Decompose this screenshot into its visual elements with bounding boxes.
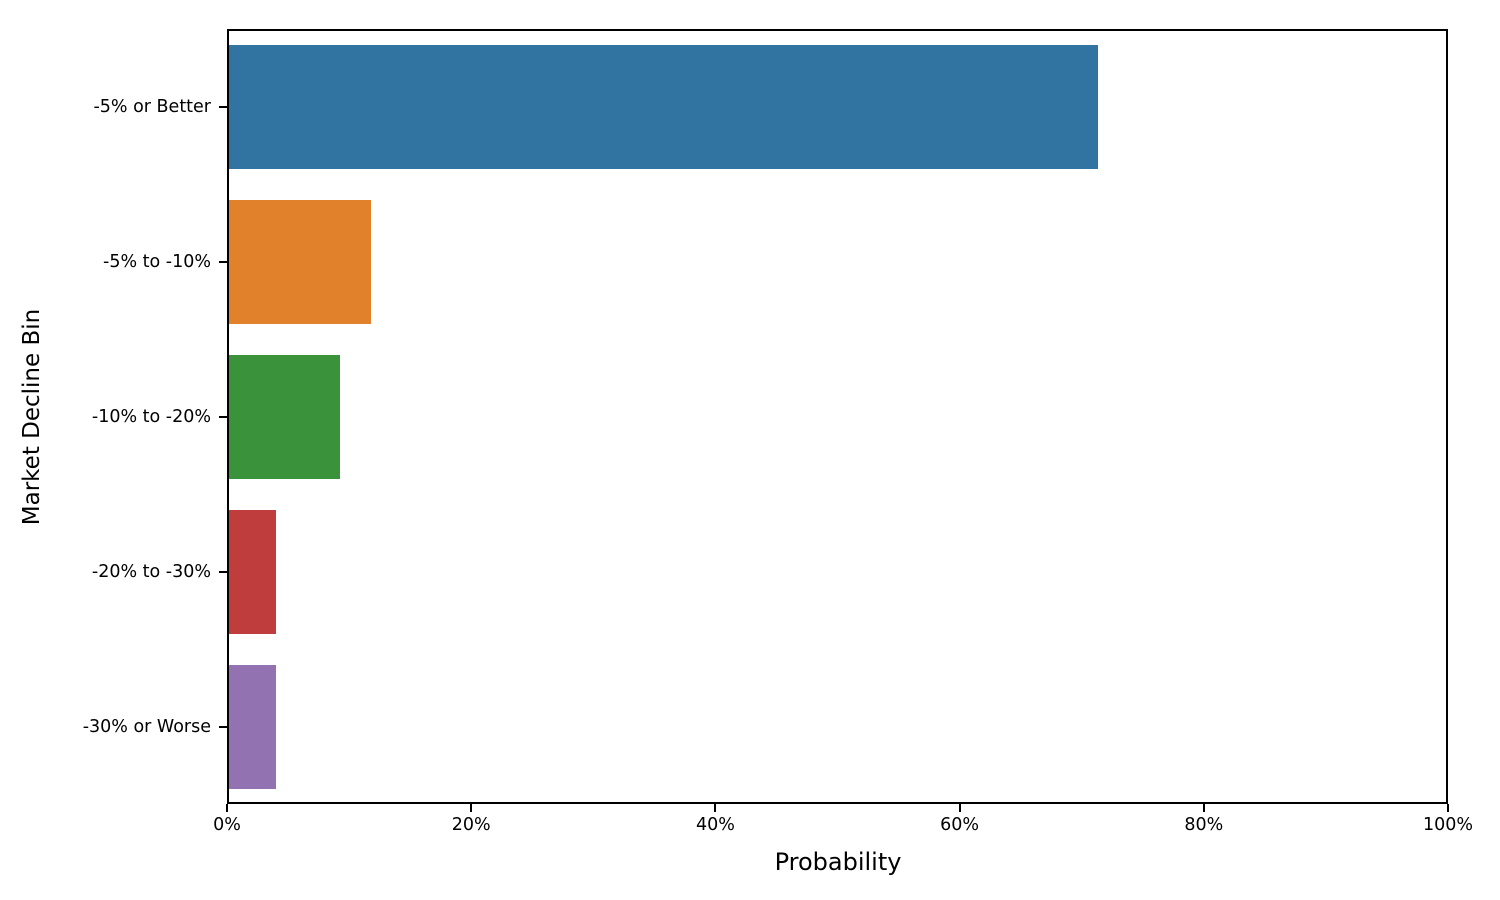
- x-tick-label: 20%: [451, 815, 491, 835]
- x-tick-mark: [958, 804, 961, 812]
- y-tick-label: -30% or Worse: [82, 716, 211, 737]
- y-tick-mark: [219, 105, 227, 108]
- x-tick-mark: [1202, 804, 1205, 812]
- y-tick-mark: [219, 725, 227, 728]
- plot-area: [227, 29, 1448, 804]
- y-tick-label: -5% or Better: [93, 96, 211, 117]
- y-tick-label: -20% to -30%: [91, 561, 211, 582]
- x-axis-title: Probability: [774, 848, 902, 876]
- y-tick-label: -10% to -20%: [91, 406, 211, 427]
- x-tick-label: 100%: [1422, 815, 1474, 835]
- y-tick-mark: [219, 260, 227, 263]
- x-tick-label: 60%: [940, 815, 980, 835]
- y-tick-mark: [219, 415, 227, 418]
- bar-5-or-better: [229, 44, 1098, 169]
- x-tick-mark: [470, 804, 473, 812]
- x-tick-label: 80%: [1184, 815, 1224, 835]
- x-tick-mark: [714, 804, 717, 812]
- y-axis-title: Market Decline Bin: [19, 308, 45, 526]
- x-tick-mark: [1447, 804, 1449, 812]
- bar-10-to-20: [229, 354, 340, 479]
- bar-30-or-worse: [229, 664, 276, 789]
- bar-20-to-30: [229, 509, 276, 634]
- x-tick-label: 0%: [213, 815, 241, 835]
- x-tick-label: 40%: [695, 815, 735, 835]
- bar-5-to-10: [229, 199, 371, 324]
- y-tick-label: -5% to -10%: [103, 251, 211, 272]
- y-tick-mark: [219, 570, 227, 573]
- x-tick-mark: [226, 804, 228, 812]
